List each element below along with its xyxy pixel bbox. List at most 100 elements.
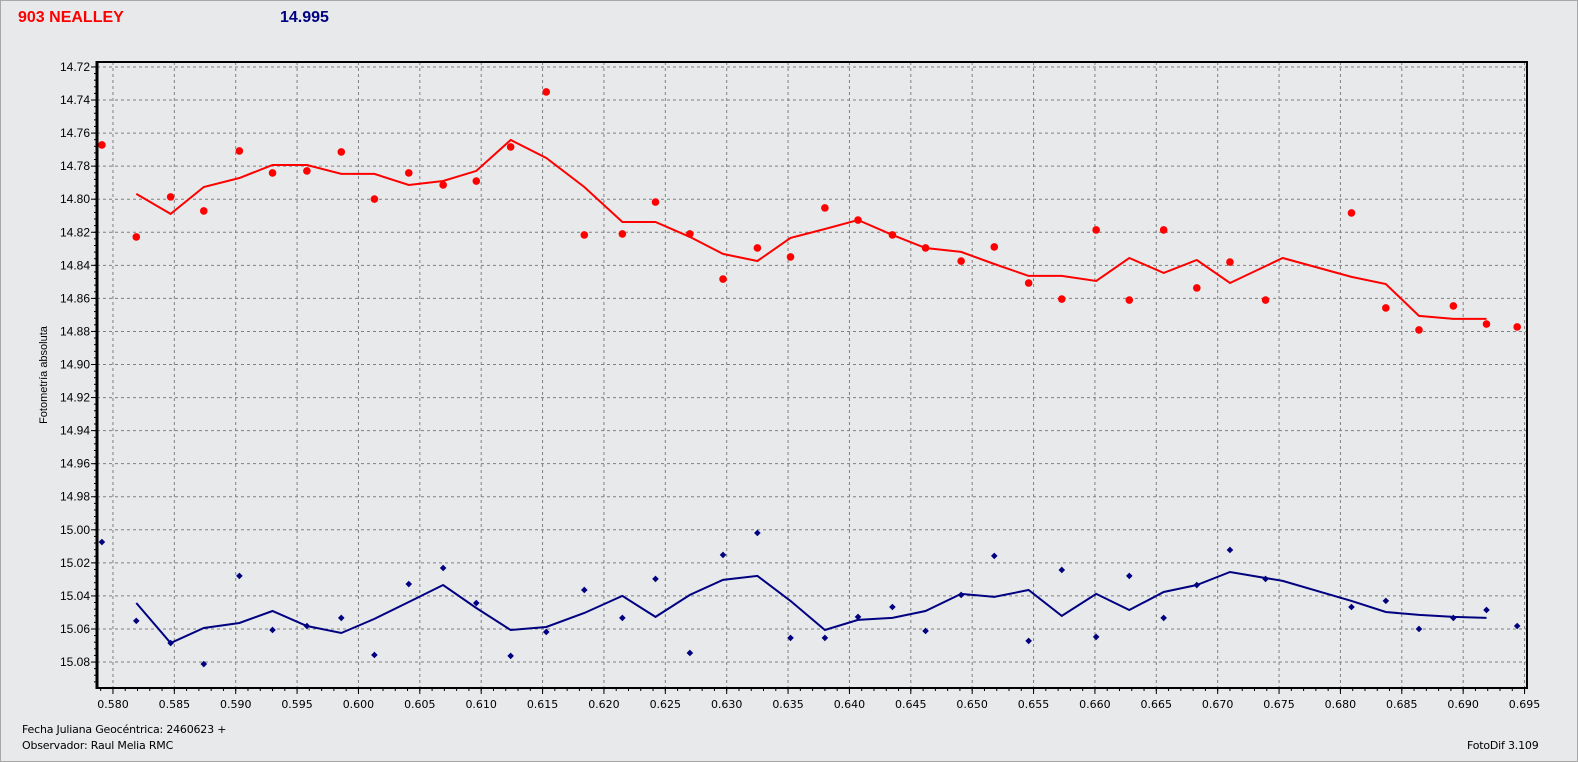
- y-tick-label: 14.82: [60, 225, 90, 239]
- y-tick-label: 14.90: [60, 358, 90, 372]
- object-name: 903 NEALLEY: [18, 9, 124, 26]
- object-data-point: [651, 198, 660, 206]
- data-points: [98, 88, 1521, 668]
- comparison-data-point: [1382, 597, 1390, 605]
- object-data-point: [268, 169, 277, 177]
- x-tick-label: 0.650: [956, 698, 988, 711]
- object-data-point: [957, 257, 965, 265]
- comparison-data-point: [236, 572, 243, 580]
- y-tick-label: 14.86: [60, 291, 90, 305]
- object-data-point: [337, 148, 346, 156]
- y-tick-label: 14.72: [60, 60, 90, 74]
- object-data-point: [1347, 209, 1356, 217]
- object-data-point: [542, 88, 551, 96]
- comparison-data-point: [1415, 625, 1423, 633]
- comparison-data-point: [269, 626, 276, 634]
- comparison-data-point: [854, 613, 862, 621]
- x-tick-label: 0.595: [281, 698, 313, 711]
- x-tick-label: 0.640: [834, 698, 866, 711]
- comparison-data-point: [439, 564, 447, 572]
- object-data-point: [235, 147, 244, 155]
- plot-area-border: [96, 61, 1528, 689]
- x-tick-label: 0.600: [343, 698, 375, 711]
- x-tick-label: 0.680: [1325, 698, 1357, 711]
- object-data-point: [1226, 258, 1234, 266]
- object-data-point: [1057, 295, 1066, 303]
- x-tick-label: 0.615: [527, 698, 559, 711]
- object-data-point: [1449, 302, 1458, 310]
- object-data-point: [921, 244, 930, 252]
- comparison-data-point: [754, 529, 761, 537]
- object-data-point: [821, 204, 829, 212]
- object-data-point: [990, 243, 999, 251]
- x-tick-label: 0.660: [1079, 698, 1111, 711]
- x-tick-label: 0.610: [465, 698, 497, 711]
- object-data-point: [98, 141, 106, 149]
- x-axis-label: Fecha Juliana Geocéntrica: 2460623 +: [22, 723, 227, 736]
- comparison-data-point: [1092, 633, 1100, 641]
- x-tick-label: 0.670: [1202, 698, 1234, 711]
- x-tick-label: 0.645: [895, 698, 927, 711]
- comparison-data-point: [200, 660, 208, 668]
- object-data-point: [786, 253, 795, 261]
- trend-line: [135, 570, 1487, 645]
- object-data-point: [854, 216, 862, 224]
- object-data-point: [1382, 304, 1390, 312]
- x-tick-label: 0.625: [650, 698, 682, 711]
- y-tick-label: 15.08: [60, 655, 90, 669]
- x-tick-label: 0.690: [1447, 698, 1479, 711]
- y-tick-label: 14.80: [60, 192, 90, 206]
- axis-ticks: 0.580 0.585 0.590 0.595 0.600 0.605 0.610 0.615…: [60, 60, 1540, 711]
- comparison-data-point: [619, 614, 626, 622]
- comparison-data-point: [652, 575, 659, 583]
- comparison-data-point: [303, 622, 311, 630]
- y-tick-label: 14.98: [60, 490, 90, 504]
- x-tick-label: 0.695: [1509, 698, 1541, 711]
- object-data-point: [1125, 296, 1134, 304]
- comparison-data-point: [472, 599, 480, 607]
- comparison-data-point: [957, 591, 965, 599]
- comparison-data-point: [542, 628, 550, 636]
- object-data-point: [1024, 279, 1033, 287]
- x-tick-label: 0.630: [711, 698, 743, 711]
- comparison-data-point: [507, 652, 514, 660]
- y-tick-label: 15.02: [60, 556, 90, 570]
- y-tick-label: 14.96: [60, 457, 90, 471]
- trend-line: [135, 138, 1487, 320]
- y-axis-label: Fotometría absoluta: [38, 326, 50, 424]
- comparison-data-point: [1193, 581, 1201, 589]
- object-data-point: [719, 275, 727, 283]
- comparison-data-point: [1262, 575, 1269, 583]
- object-data-point: [132, 233, 141, 241]
- object-data-point: [199, 207, 208, 215]
- version-label: FotoDif 3.109: [1467, 739, 1539, 752]
- x-tick-label: 0.675: [1263, 698, 1295, 711]
- object-data-point: [753, 244, 762, 252]
- object-data-point: [888, 231, 897, 239]
- object-data-point: [1513, 323, 1521, 331]
- comparison-data-point: [1025, 637, 1032, 645]
- object-data-point: [618, 230, 627, 238]
- grid: [97, 62, 1527, 688]
- object-data-point: [472, 177, 481, 185]
- comparison-data-point: [719, 551, 727, 559]
- object-data-point: [1159, 226, 1168, 234]
- x-tick-label: 0.580: [97, 698, 129, 711]
- comparison-data-point: [821, 634, 829, 642]
- comparison-data-point: [1126, 572, 1133, 580]
- y-tick-label: 14.74: [60, 93, 90, 107]
- observer-label: Observador: Raul Melia RMC: [22, 739, 174, 752]
- object-data-point: [370, 195, 379, 203]
- trend-lines: [135, 138, 1487, 645]
- y-tick-label: 14.76: [60, 126, 90, 140]
- comparison-data-point: [686, 649, 694, 657]
- object-data-point: [1092, 226, 1100, 234]
- y-tick-label: 15.06: [60, 622, 90, 636]
- comparison-data-point: [787, 634, 794, 642]
- x-tick-label: 0.585: [159, 698, 191, 711]
- x-tick-label: 0.590: [220, 698, 252, 711]
- comparison-data-point: [1058, 566, 1066, 574]
- comparison-data-point: [990, 552, 998, 560]
- x-tick-label: 0.605: [404, 698, 436, 711]
